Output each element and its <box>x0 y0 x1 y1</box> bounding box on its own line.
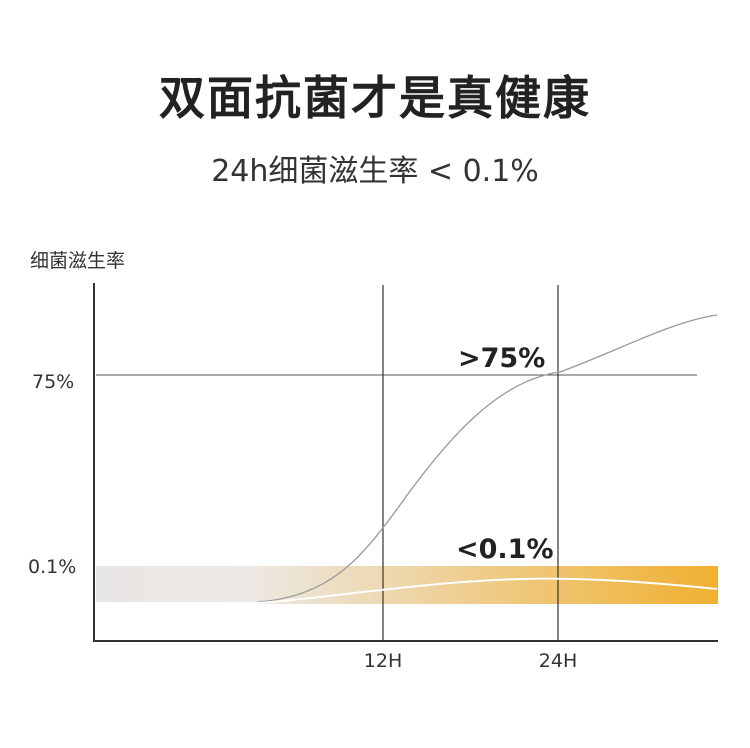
y-axis-label: 细菌滋生率 <box>30 250 125 272</box>
lower-series-line <box>96 577 718 604</box>
low-growth-band <box>96 566 718 604</box>
y-tick-label: 75% <box>32 371 74 393</box>
annotation-upper: >75% <box>458 343 545 374</box>
y-tick-label: 0.1% <box>28 556 76 578</box>
x-tick-label: 12H <box>364 650 402 672</box>
annotation-lower: <0.1% <box>456 534 554 565</box>
page-title: 双面抗菌才是真健康 <box>159 71 591 125</box>
page-subtitle: 24h细菌滋生率 < 0.1% <box>211 154 539 189</box>
x-tick-label: 24H <box>539 650 577 672</box>
upper-series-line <box>257 314 718 603</box>
